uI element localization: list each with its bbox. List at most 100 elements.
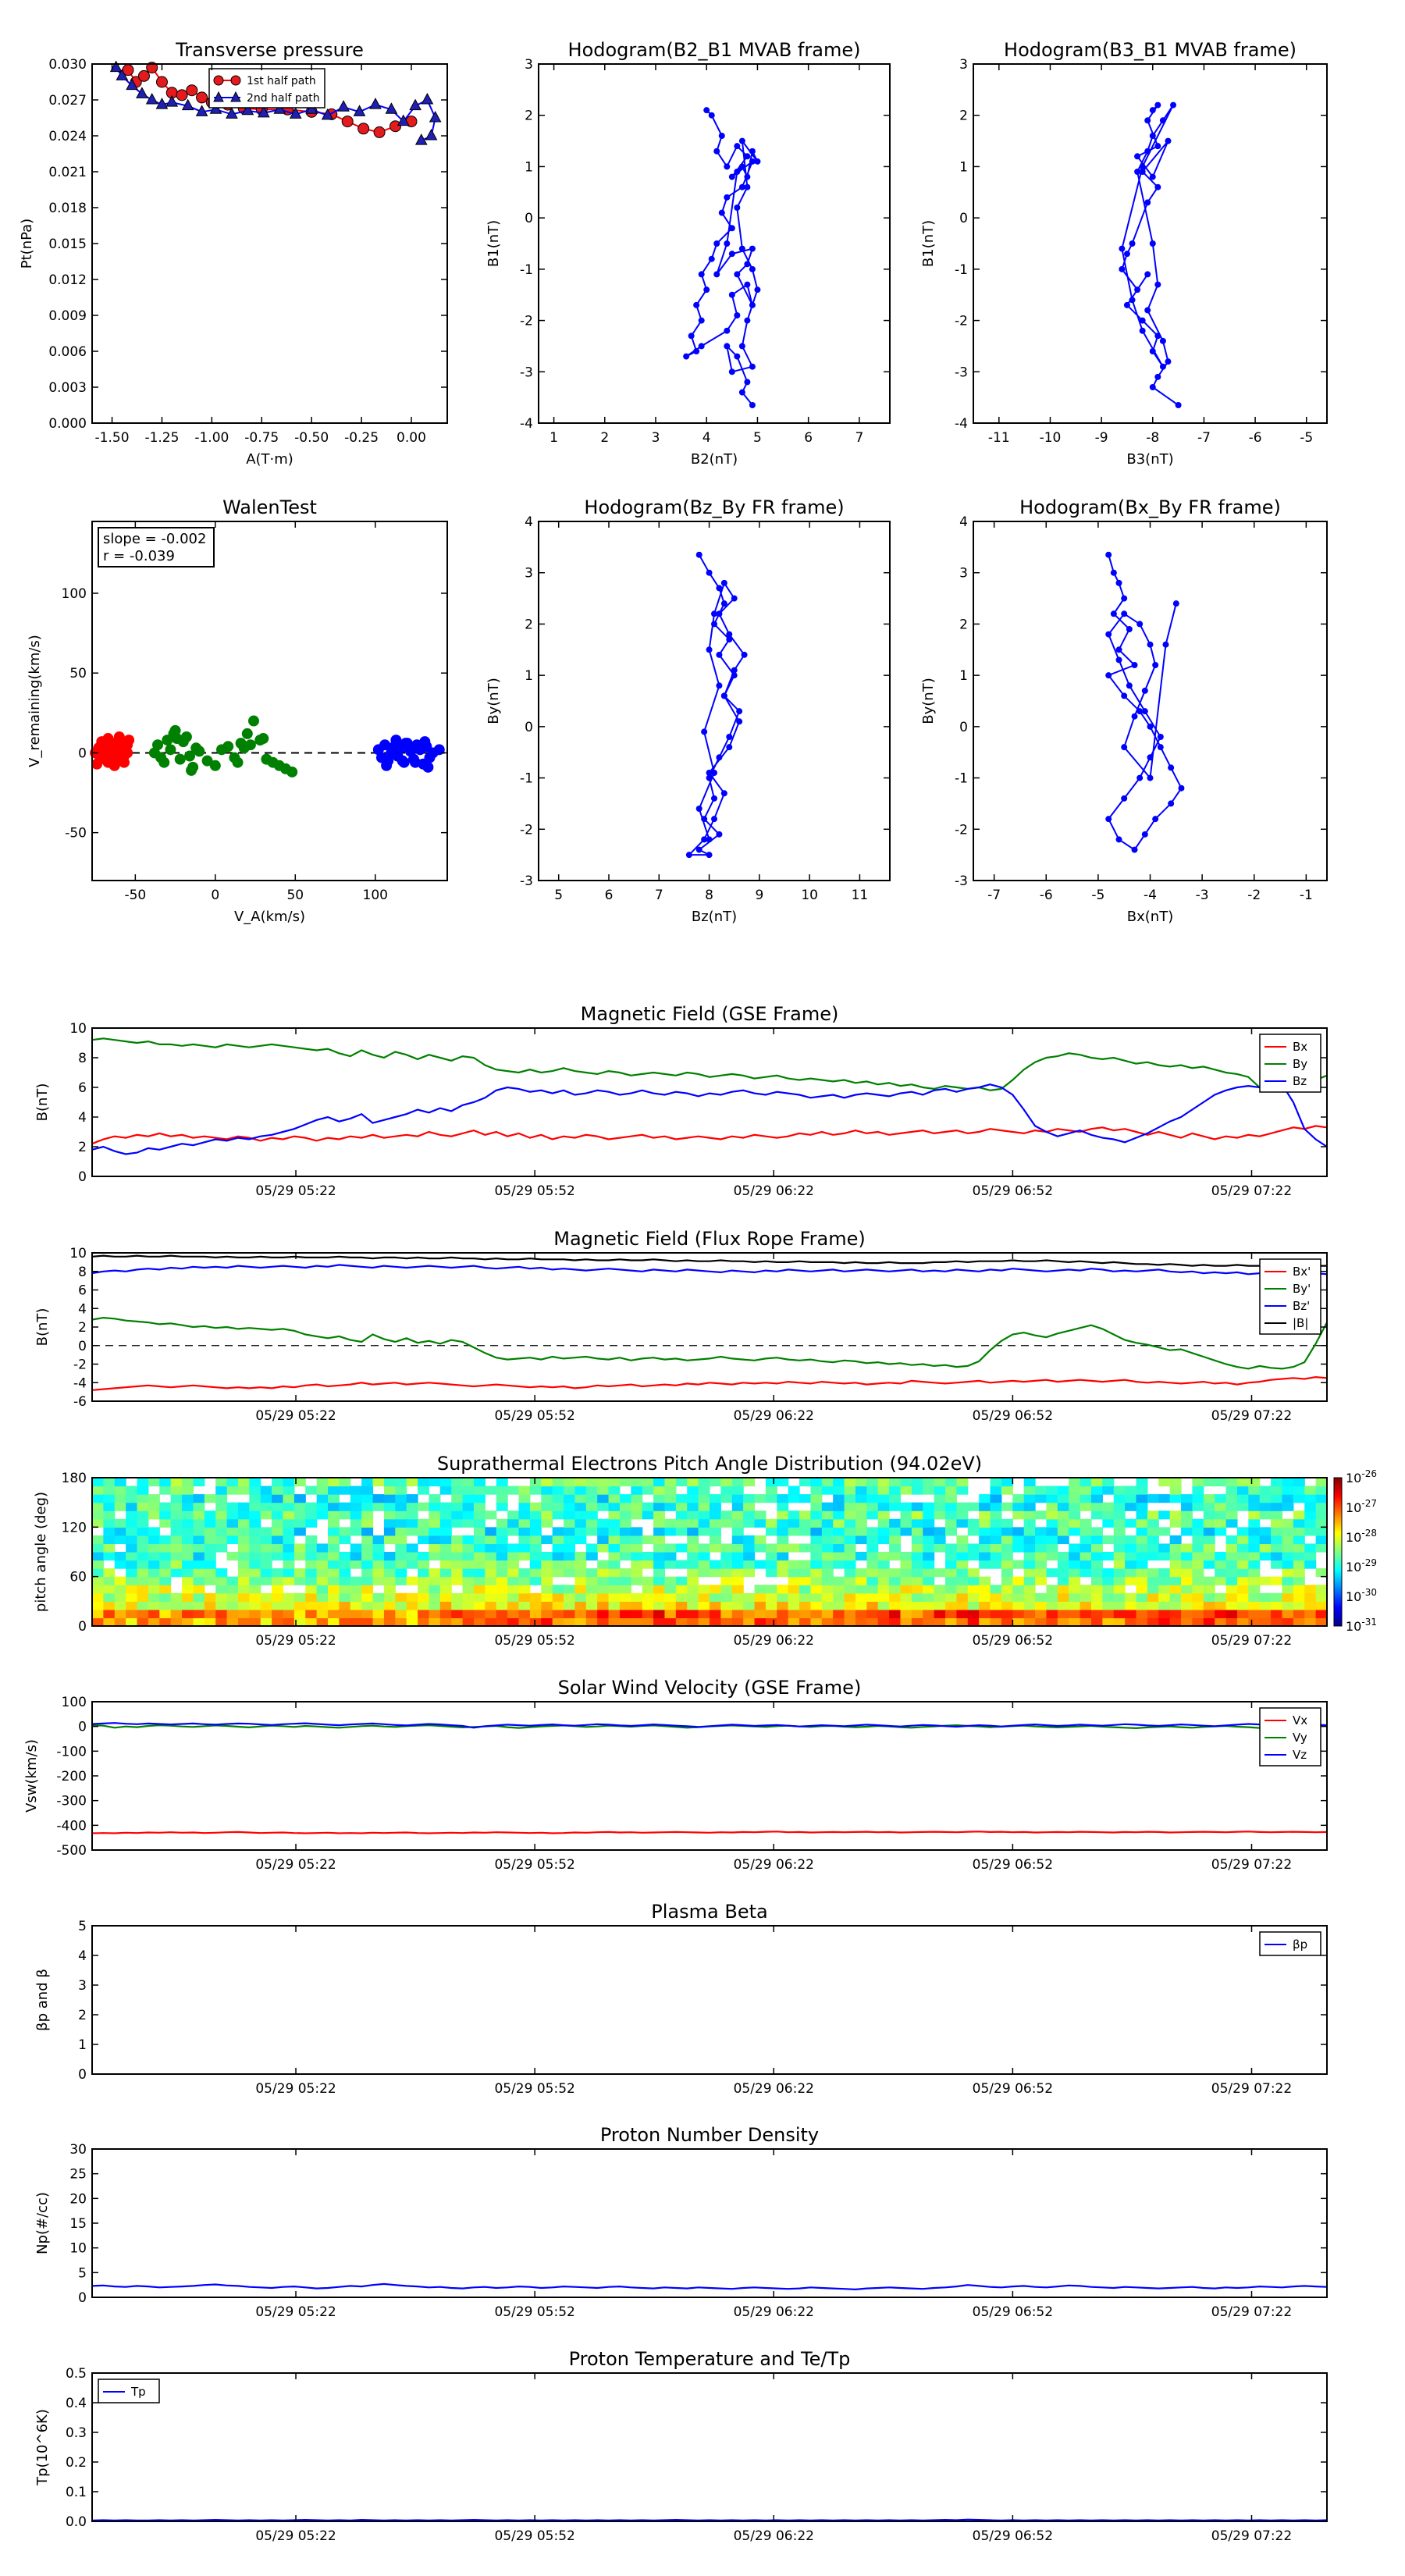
heatmap-cell — [675, 1617, 688, 1627]
heatmap-cell — [855, 1552, 867, 1561]
heatmap-cell — [496, 1609, 508, 1619]
heatmap-cell — [1069, 1552, 1081, 1561]
heatmap-cell — [283, 1601, 295, 1610]
heatmap-cell — [698, 1518, 710, 1528]
heatmap-cell — [507, 1518, 520, 1528]
heatmap-cell — [642, 1592, 654, 1602]
heatmap-cell — [237, 1560, 250, 1569]
heatmap-cell — [642, 1609, 654, 1619]
heatmap-cell — [1046, 1552, 1058, 1561]
chart-title: Transverse pressure — [175, 39, 364, 61]
heatmap-cell — [372, 1617, 385, 1627]
heatmap-cell — [148, 1609, 160, 1619]
heatmap-cell — [1035, 1560, 1048, 1569]
x-tick-label: 10 — [801, 888, 818, 903]
heatmap-cell — [1315, 1601, 1328, 1610]
heatmap-cell — [418, 1609, 430, 1619]
heatmap-cell — [204, 1592, 216, 1602]
heatmap-cell — [1248, 1576, 1261, 1585]
data-point — [341, 116, 354, 128]
heatmap-cell — [765, 1592, 777, 1602]
legend-label: |B| — [1293, 1316, 1308, 1330]
x-tick-label: -11 — [988, 430, 1010, 446]
heatmap-cell — [283, 1518, 295, 1528]
heatmap-cell — [305, 1576, 318, 1585]
heatmap-cell — [1315, 1535, 1328, 1545]
data-point — [337, 100, 350, 112]
heatmap-cell — [1192, 1585, 1204, 1594]
y-tick-label: -4 — [73, 1375, 87, 1391]
heatmap-cell — [462, 1543, 475, 1553]
x-tick-label: 7 — [855, 430, 863, 446]
heatmap-cell — [260, 1560, 272, 1569]
heatmap-cell — [585, 1576, 598, 1585]
heatmap-cell — [1192, 1609, 1204, 1619]
data-point — [1119, 245, 1126, 252]
y-tick-label: 6 — [78, 1283, 87, 1299]
heatmap-cell — [159, 1585, 172, 1594]
heatmap-cell — [574, 1560, 587, 1569]
heatmap-cell — [406, 1543, 418, 1553]
heatmap-cell — [328, 1535, 340, 1545]
y-tick-label: 3 — [959, 57, 968, 73]
heatmap-cell — [979, 1617, 991, 1627]
heatmap-cell — [350, 1494, 362, 1503]
y-tick-label: 4 — [78, 1110, 87, 1126]
heatmap-cell — [597, 1609, 610, 1619]
heatmap-cell — [541, 1494, 553, 1503]
heatmap-cell — [698, 1609, 710, 1619]
heatmap-cell — [889, 1576, 902, 1585]
heatmap-cell — [799, 1585, 812, 1594]
x-tick-label: -3 — [1196, 888, 1209, 903]
heatmap-cell — [226, 1592, 239, 1602]
data-point — [186, 764, 197, 776]
heatmap-cell — [731, 1478, 744, 1487]
heatmap-cell — [148, 1568, 160, 1578]
heatmap-cell — [855, 1518, 867, 1528]
legend-label: 1st half path — [247, 75, 316, 87]
heatmap-cell — [653, 1560, 666, 1569]
heatmap-cell — [283, 1478, 295, 1487]
heatmap-cell — [1271, 1510, 1283, 1520]
heatmap-cell — [1090, 1478, 1103, 1487]
heatmap-cell — [328, 1585, 340, 1594]
heatmap-cell — [328, 1510, 340, 1520]
heatmap-cell — [687, 1568, 699, 1578]
heatmap-cell — [1069, 1560, 1081, 1569]
heatmap-cell — [821, 1485, 834, 1495]
heatmap-cell — [777, 1585, 789, 1594]
heatmap-cell — [418, 1485, 430, 1495]
heatmap-cell — [900, 1585, 912, 1594]
heatmap-cell — [687, 1518, 699, 1528]
heatmap-cell — [237, 1552, 250, 1561]
heatmap-cell — [103, 1527, 116, 1536]
heatmap-cell — [1035, 1510, 1048, 1520]
y-tick-label: -3 — [520, 365, 533, 380]
y-tick-label: 2 — [959, 617, 968, 632]
heatmap-cell — [496, 1518, 508, 1528]
data-point — [1152, 816, 1159, 823]
heatmap-cell — [866, 1478, 879, 1487]
heatmap-cell — [182, 1609, 194, 1619]
heatmap-cell — [1057, 1609, 1069, 1619]
heatmap-cell — [597, 1601, 610, 1610]
heatmap-cell — [541, 1502, 553, 1511]
heatmap-cell — [1192, 1494, 1204, 1503]
heatmap-cell — [215, 1609, 228, 1619]
heatmap-cell — [170, 1478, 183, 1487]
heatmap-cell — [754, 1560, 767, 1569]
heatmap-cell — [1225, 1502, 1238, 1511]
heatmap-cell — [137, 1494, 149, 1503]
data-point — [716, 682, 723, 689]
heatmap-cell — [451, 1552, 464, 1561]
heatmap-cell — [1215, 1502, 1227, 1511]
legend-label: βp — [1293, 1937, 1307, 1952]
heatmap-cell — [1147, 1592, 1159, 1602]
data-point — [713, 271, 720, 278]
colorbar-tick-label: 10-29 — [1346, 1557, 1377, 1574]
heatmap-cell — [249, 1518, 261, 1528]
heatmap-cell — [1023, 1478, 1036, 1487]
heatmap-cell — [137, 1502, 149, 1511]
heatmap-cell — [1271, 1494, 1283, 1503]
heatmap-cell — [664, 1560, 677, 1569]
